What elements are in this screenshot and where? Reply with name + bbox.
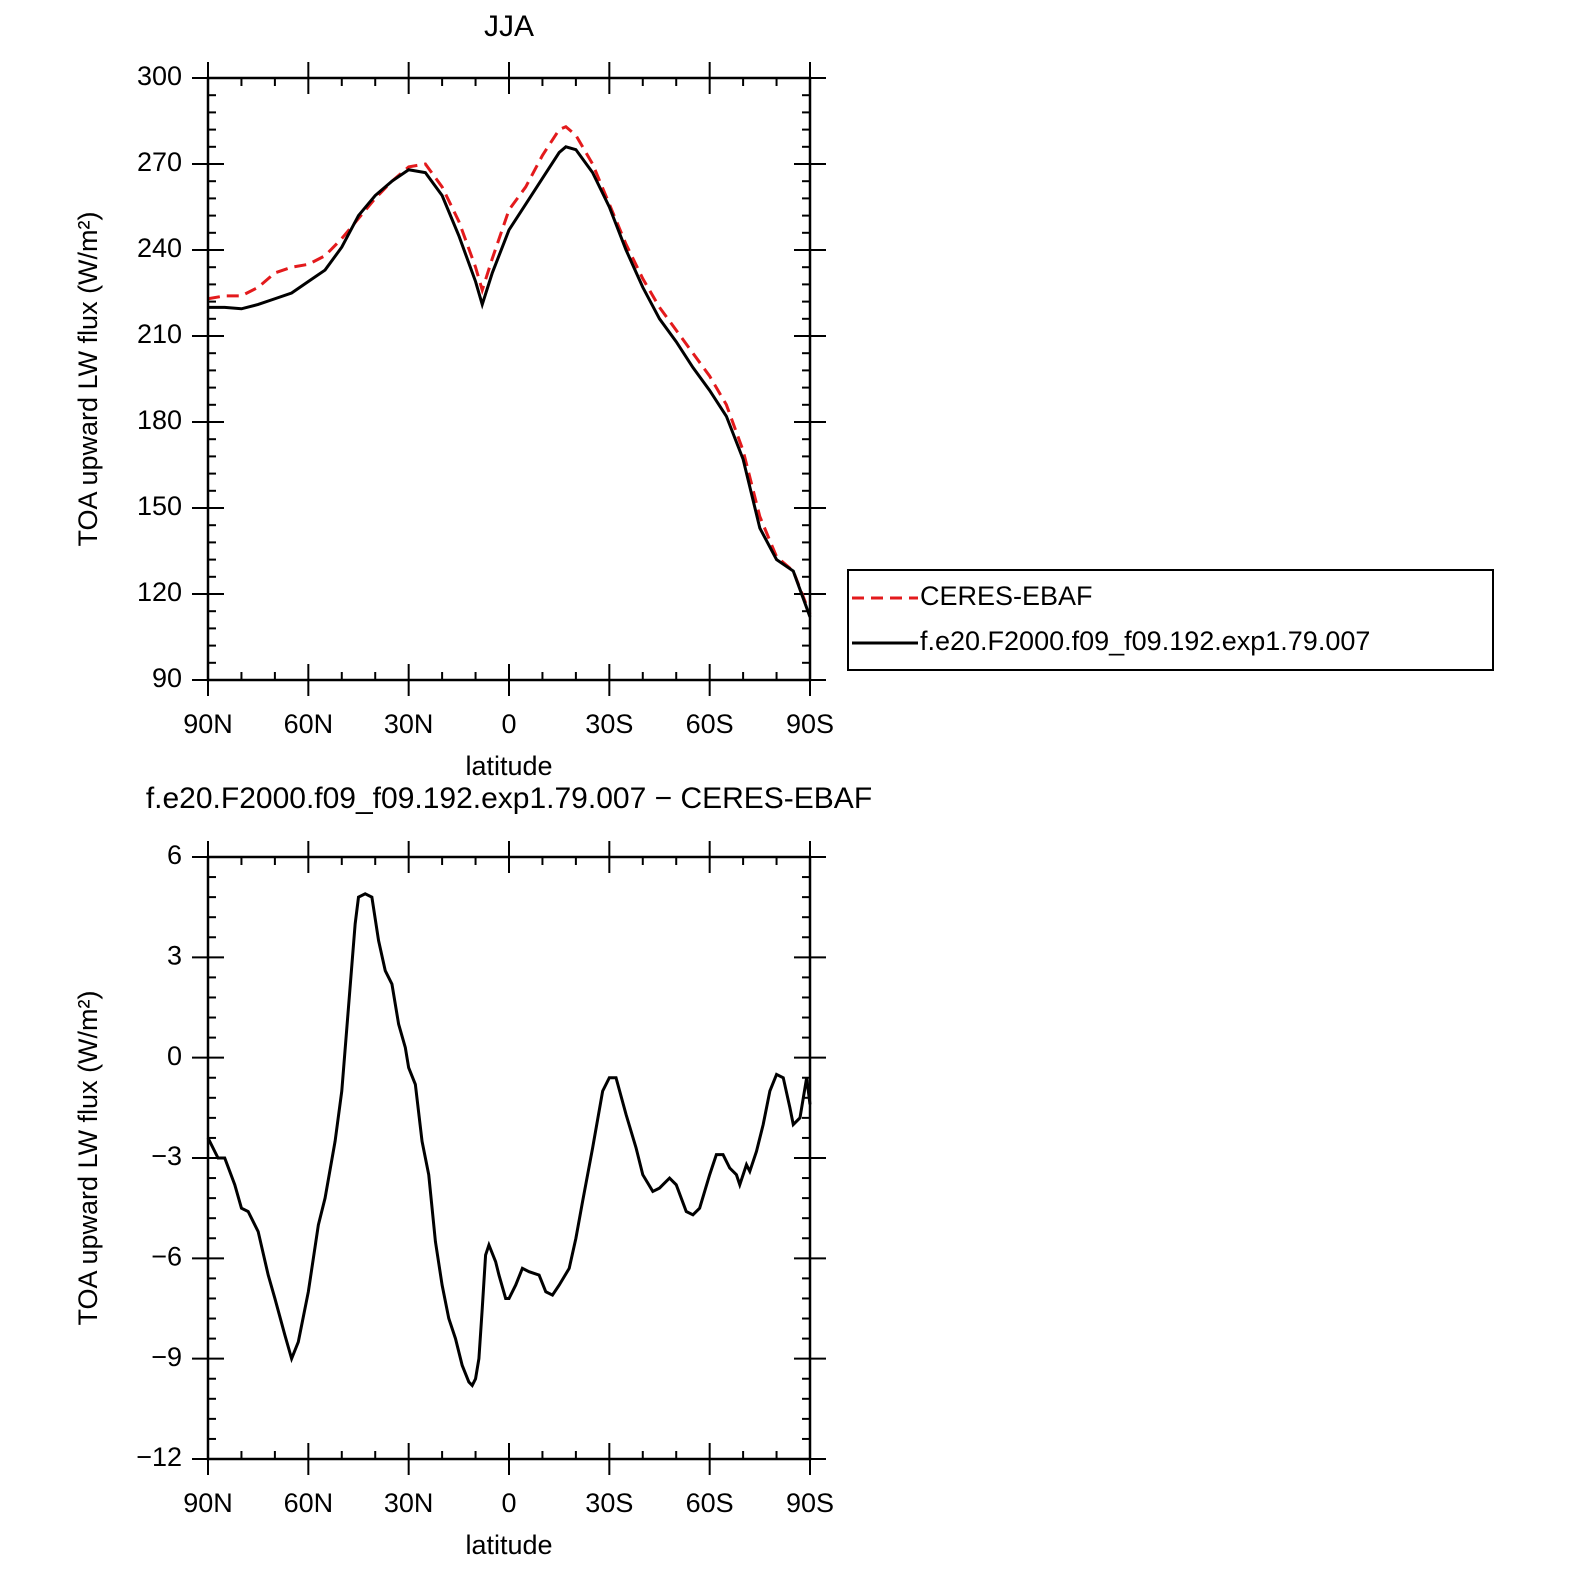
x-tick-label: 90S <box>786 1488 834 1518</box>
y-axis-label: TOA upward LW flux (W/m²) <box>73 990 103 1325</box>
y-tick-label: −3 <box>151 1141 182 1171</box>
x-axis-label: latitude <box>465 751 552 781</box>
plot-frame <box>206 855 812 1461</box>
y-tick-label: 150 <box>137 491 182 521</box>
y-tick-label: 6 <box>167 840 182 870</box>
y-tick-label: 0 <box>167 1041 182 1071</box>
x-tick-label: 90N <box>183 1488 233 1518</box>
x-tick-label: 60N <box>284 1488 334 1518</box>
x-tick-label: 30S <box>585 709 633 739</box>
x-tick-label: 30S <box>585 1488 633 1518</box>
legend-label: CERES-EBAF <box>920 581 1093 611</box>
legend-label: f.e20.F2000.f09_f09.192.exp1.79.007 <box>920 626 1370 656</box>
x-tick-label: 30N <box>384 1488 434 1518</box>
x-tick-label: 90S <box>786 709 834 739</box>
data-line <box>207 124 812 615</box>
y-axis-label: TOA upward LW flux (W/m²) <box>73 211 103 546</box>
y-tick-label: −12 <box>136 1442 182 1472</box>
x-tick-label: 30N <box>384 709 434 739</box>
x-tick-label: 60N <box>284 709 334 739</box>
y-tick-label: 210 <box>137 319 182 349</box>
x-tick-label: 60S <box>686 1488 734 1518</box>
x-axis-label: latitude <box>465 1530 552 1560</box>
y-tick-label: −6 <box>151 1241 182 1271</box>
y-tick-label: 120 <box>137 577 182 607</box>
y-tick-label: 300 <box>137 61 182 91</box>
chart-title: f.e20.F2000.f09_f09.192.exp1.79.007 − CE… <box>146 782 872 815</box>
chart-title: JJA <box>484 10 534 43</box>
x-tick-label: 90N <box>183 709 233 739</box>
data-line <box>208 145 812 618</box>
y-tick-label: 180 <box>137 405 182 435</box>
data-line <box>206 892 812 1388</box>
x-tick-label: 0 <box>501 709 516 739</box>
y-tick-label: −9 <box>151 1342 182 1372</box>
y-tick-label: 3 <box>167 940 182 970</box>
x-tick-label: 60S <box>686 709 734 739</box>
y-tick-label: 240 <box>137 233 182 263</box>
x-tick-label: 0 <box>501 1488 516 1518</box>
legend-box <box>847 569 1494 671</box>
plot-frame <box>206 76 812 682</box>
y-tick-label: 90 <box>152 663 182 693</box>
y-tick-label: 270 <box>137 147 182 177</box>
